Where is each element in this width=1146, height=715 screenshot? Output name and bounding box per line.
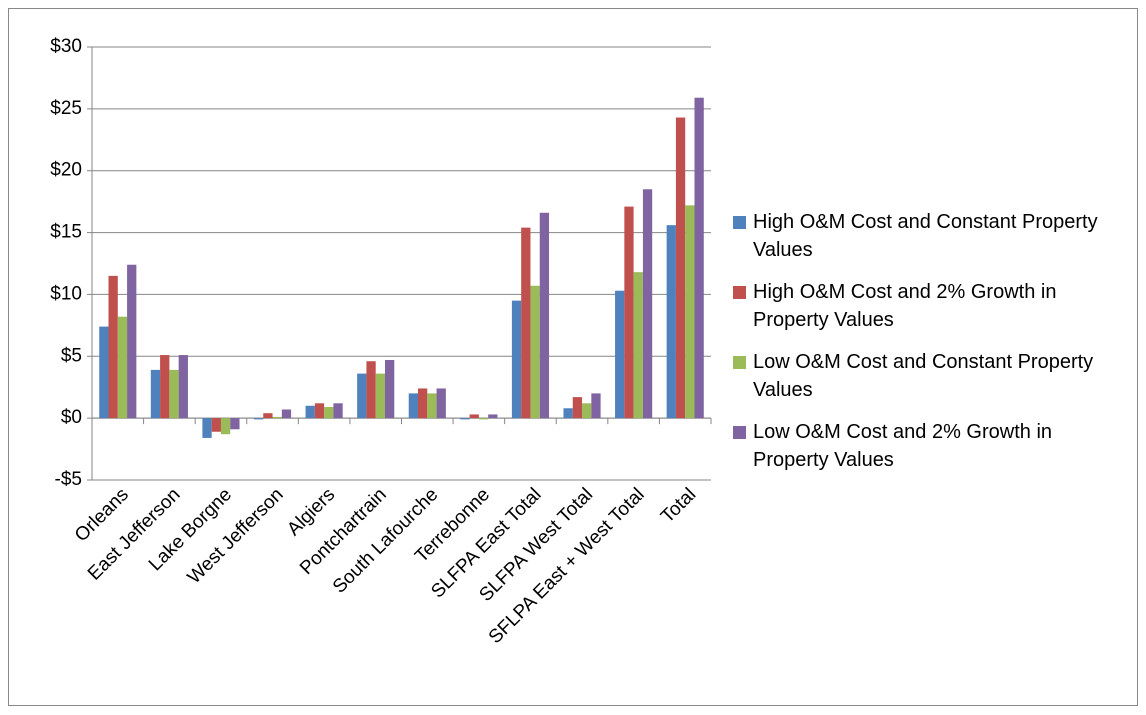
bar [127, 264, 137, 419]
y-tick-label: $30 [50, 36, 82, 57]
y-tick-label: $15 [50, 222, 82, 243]
bar [305, 405, 315, 419]
y-tick-label: -$5 [55, 469, 82, 490]
bar [324, 407, 334, 419]
legend-entry: High O&M Cost and 2% Growth in Property … [733, 278, 1133, 334]
bar [511, 300, 522, 419]
bar [539, 212, 550, 419]
bar [591, 393, 601, 419]
bar [427, 393, 437, 419]
bar [675, 117, 686, 419]
y-tick-label: $20 [50, 160, 82, 181]
legend-swatch [733, 216, 746, 229]
bar [333, 403, 343, 419]
legend-label: Low O&M Cost and Constant Property Value… [753, 351, 1094, 401]
legend-swatch [733, 286, 746, 299]
legend-swatch [733, 356, 746, 369]
x-tick-label: East Jefferson [84, 484, 184, 584]
bar [478, 418, 489, 420]
legend-swatch [733, 426, 746, 439]
bar [357, 373, 367, 419]
bar [685, 205, 695, 419]
legend-label: High O&M Cost and 2% Growth in Property … [753, 281, 1057, 331]
bar [272, 416, 282, 419]
legend: High O&M Cost and Constant Property Valu… [733, 208, 1133, 488]
bar [375, 373, 385, 419]
y-tick-label: $0 [61, 407, 82, 428]
bar [384, 359, 395, 419]
bar [281, 409, 292, 419]
legend-label: Low O&M Cost and 2% Growth in Property V… [753, 421, 1053, 471]
legend-entry: Low O&M Cost and 2% Growth in Property V… [733, 418, 1133, 474]
bar [488, 414, 498, 419]
legend-entry: High O&M Cost and Constant Property Valu… [733, 208, 1133, 264]
chart-border [8, 8, 1138, 706]
bar [366, 361, 376, 419]
bar [263, 413, 273, 419]
bar [99, 326, 109, 419]
bar [117, 316, 128, 419]
bar [150, 369, 161, 419]
x-tick-label: Total [657, 484, 700, 527]
bar [108, 275, 118, 419]
bar [314, 403, 325, 419]
bar [418, 388, 428, 419]
bar [211, 418, 221, 432]
bar [169, 369, 179, 419]
y-tick-label: $5 [61, 345, 82, 366]
bar [530, 285, 540, 419]
bar [694, 97, 704, 419]
bar [202, 418, 212, 438]
bar [572, 397, 583, 419]
bar [408, 393, 419, 419]
bar [253, 418, 264, 420]
bar [460, 418, 470, 420]
y-tick-label: $10 [50, 283, 82, 304]
x-tick-label: West Jefferson [184, 484, 288, 588]
bar [582, 403, 592, 419]
bar [220, 418, 231, 435]
bar [230, 418, 240, 430]
bar [436, 388, 446, 419]
bar [469, 414, 479, 419]
bar [666, 225, 676, 419]
y-tick-label: $25 [50, 98, 82, 119]
bar [615, 290, 625, 419]
bar [633, 272, 643, 419]
bar [563, 408, 573, 419]
bar [521, 227, 531, 419]
bar [642, 189, 653, 419]
bar [624, 206, 634, 419]
bar [178, 355, 188, 419]
bar [160, 355, 170, 419]
legend-entry: Low O&M Cost and Constant Property Value… [733, 348, 1133, 404]
legend-label: High O&M Cost and Constant Property Valu… [753, 211, 1098, 261]
